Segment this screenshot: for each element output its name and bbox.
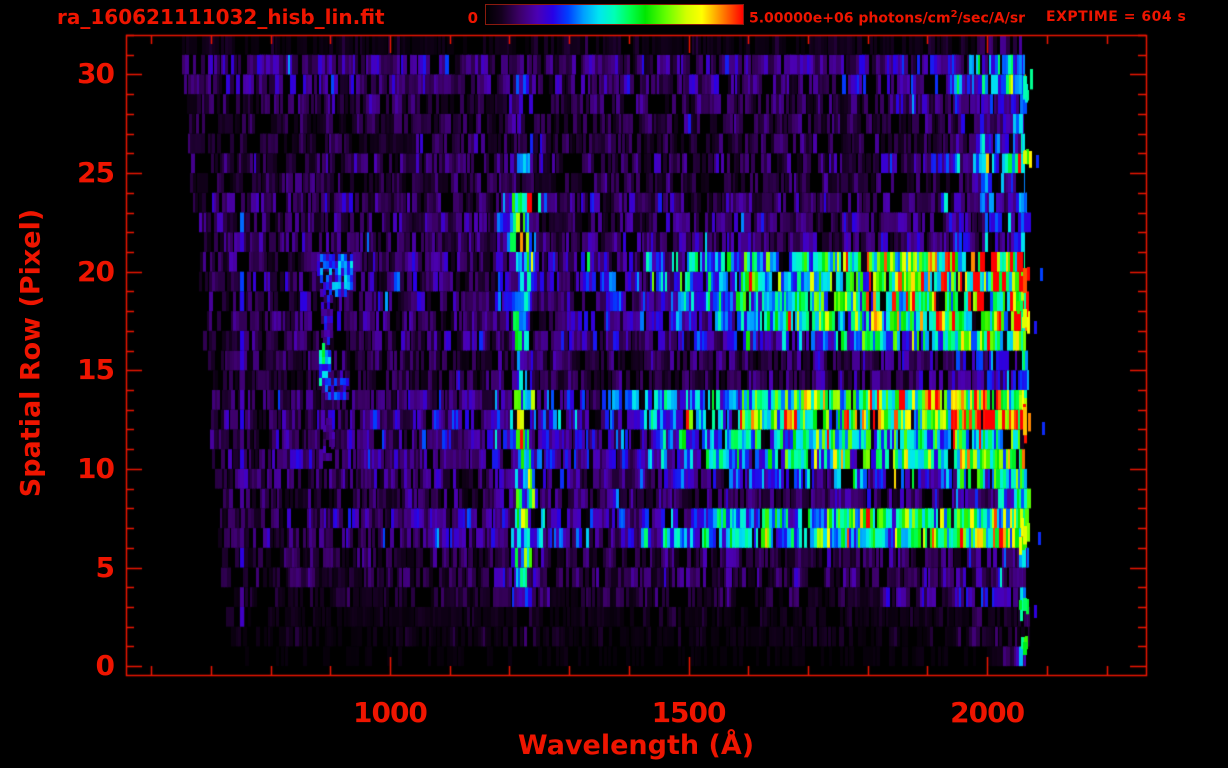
colorbar-max-label: 5.00000e+06 photons/cm2/sec/A/sr xyxy=(749,9,1025,27)
exptime-label: EXPTIME = 604 s xyxy=(1046,9,1187,25)
y-tick-label-25: 25 xyxy=(77,155,115,189)
y-tick-label-15: 15 xyxy=(77,353,115,387)
y-tick-label-20: 20 xyxy=(77,254,115,288)
y-tick-label-5: 5 xyxy=(95,550,115,584)
y-tick-label-30: 30 xyxy=(77,57,115,91)
x-axis-title: Wavelength (Å) xyxy=(517,730,755,761)
colorbar-max-prefix: 5.00000e+06 photons/cm xyxy=(749,10,951,27)
y-tick-label-0: 0 xyxy=(95,648,115,682)
colorbar xyxy=(485,4,744,25)
filename-label: ra_160621111032_hisb_lin.fit xyxy=(57,5,385,29)
colorbar-max-superscript: 2 xyxy=(950,9,958,20)
colorbar-max-suffix: /sec/A/sr xyxy=(957,10,1026,27)
x-tick-label-2000: 2000 xyxy=(950,696,1025,729)
y-axis-title: Spatial Row (Pixel) xyxy=(15,208,47,498)
x-tick-label-1000: 1000 xyxy=(352,696,428,729)
colorbar-min-label: 0 xyxy=(467,9,478,27)
x-tick-label-1500: 1500 xyxy=(651,696,727,729)
y-tick-label-10: 10 xyxy=(77,451,115,485)
